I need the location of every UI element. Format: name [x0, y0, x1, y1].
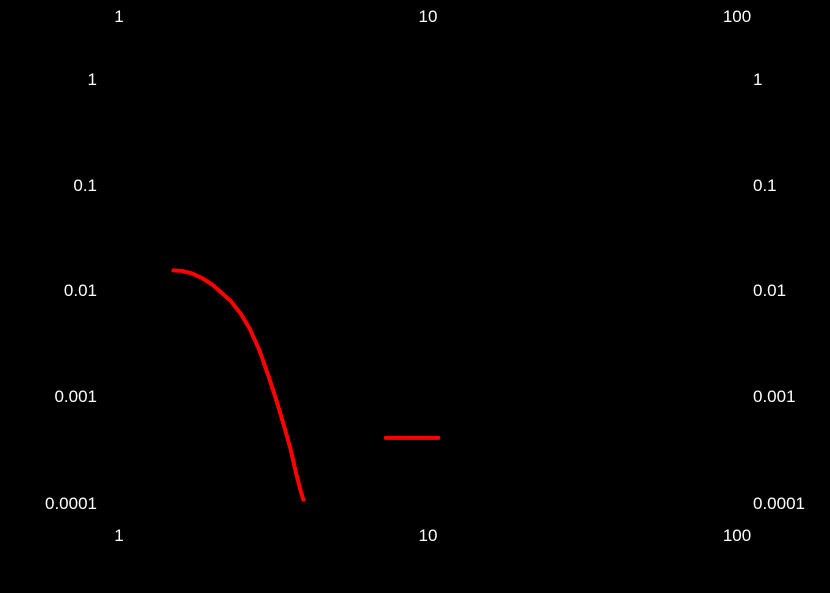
- y-tick-right-0p001: 0.001: [753, 387, 796, 406]
- x-tick-top-1: 1: [114, 7, 124, 26]
- y-tick-left-0p1: 0.1: [73, 176, 97, 195]
- y-tick-left-0p001: 0.001: [54, 387, 97, 406]
- x-tick-top-100: 100: [722, 7, 752, 26]
- x-tick-top-10: 10: [418, 7, 438, 26]
- y-tick-right-0p01: 0.01: [753, 281, 787, 300]
- y-tick-left-0p01: 0.01: [63, 281, 97, 300]
- x-tick-bottom-10: 10: [418, 526, 438, 545]
- y-tick-right-1: 1: [753, 70, 763, 89]
- y-tick-left-0p0001: 0.0001: [45, 494, 97, 513]
- series-line-red-curve: [171, 268, 306, 502]
- y-tick-left-1: 1: [87, 70, 97, 89]
- y-tick-right-0p1: 0.1: [753, 176, 777, 195]
- x-tick-bottom-100: 100: [722, 526, 752, 545]
- y-tick-right-0p0001: 0.0001: [753, 494, 805, 513]
- x-tick-bottom-1: 1: [114, 526, 124, 545]
